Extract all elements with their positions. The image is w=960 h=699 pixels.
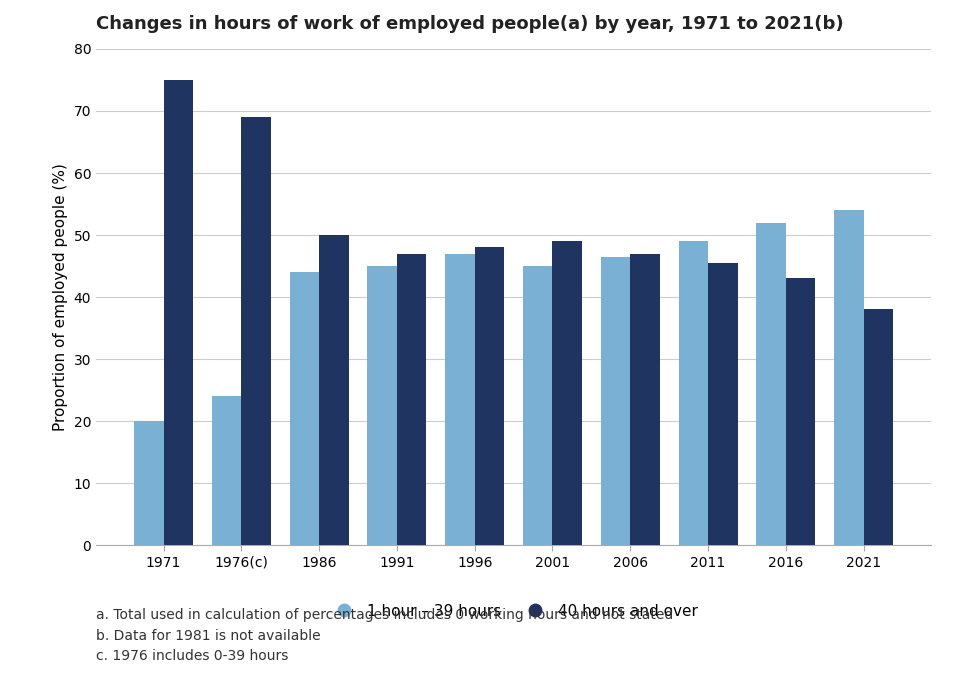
Bar bbox=[601, 257, 631, 545]
Text: a. Total used in calculation of percentages includes 0 working hours and not sta: a. Total used in calculation of percenta… bbox=[96, 608, 673, 663]
Bar bbox=[474, 247, 504, 545]
Text: Changes in hours of work of employed people(a) by year, 1971 to 2021(b): Changes in hours of work of employed peo… bbox=[96, 15, 844, 34]
Y-axis label: Proportion of employed people (%): Proportion of employed people (%) bbox=[53, 163, 68, 431]
Bar bbox=[708, 263, 737, 545]
Bar bbox=[523, 266, 553, 545]
Bar bbox=[445, 254, 474, 545]
Bar bbox=[212, 396, 241, 545]
Legend: 1 hour – 39 hours, 40 hours and over: 1 hour – 39 hours, 40 hours and over bbox=[324, 598, 704, 625]
Bar bbox=[679, 241, 708, 545]
Bar bbox=[756, 222, 786, 545]
Bar bbox=[241, 117, 271, 545]
Bar bbox=[631, 254, 660, 545]
Bar bbox=[319, 235, 348, 545]
Bar bbox=[396, 254, 426, 545]
Bar bbox=[163, 80, 193, 545]
Bar bbox=[368, 266, 396, 545]
Bar bbox=[553, 241, 582, 545]
Bar bbox=[290, 272, 319, 545]
Bar bbox=[834, 210, 864, 545]
Bar bbox=[864, 310, 893, 545]
Bar bbox=[134, 421, 163, 545]
Bar bbox=[786, 278, 815, 545]
